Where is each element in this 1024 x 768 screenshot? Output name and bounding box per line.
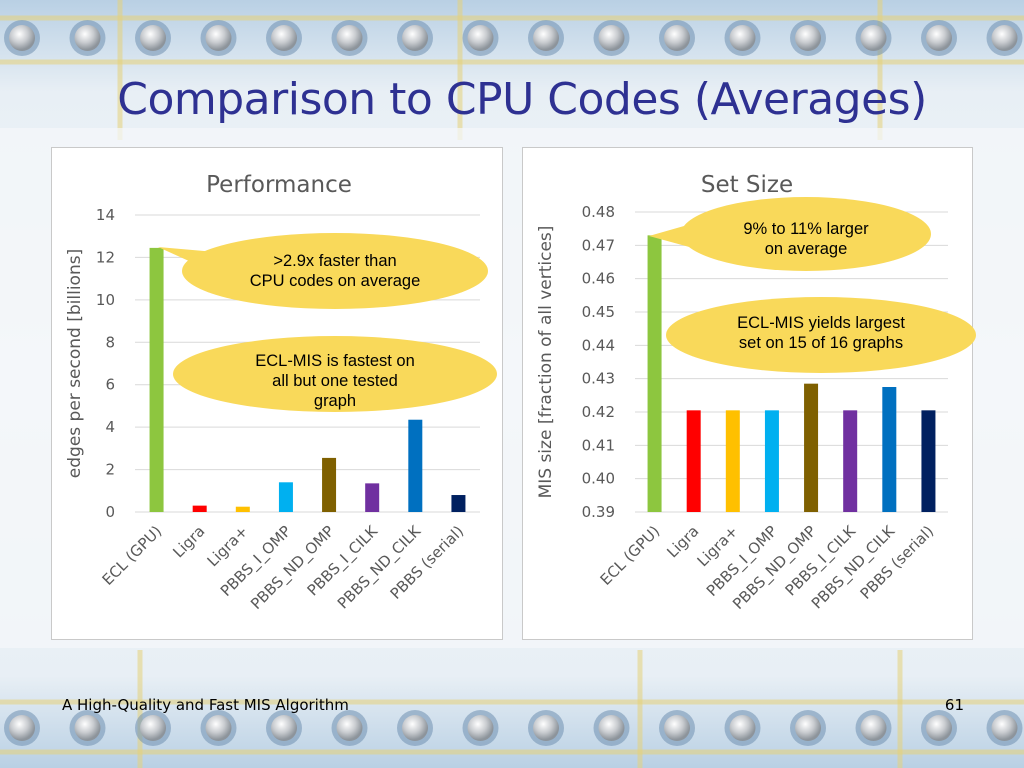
connector-hole — [336, 25, 363, 51]
callout-text: ECL-MIS is fastest on all but one tested g… — [255, 352, 415, 410]
bar-ecl-gpu- — [647, 235, 662, 512]
bar-pbbs-nd-cilk — [882, 387, 897, 512]
connector-hole — [467, 715, 494, 741]
connector-hole — [402, 25, 428, 51]
connector-hole — [664, 25, 690, 51]
y-tick-label: 0.48 — [582, 203, 615, 221]
connector-hole — [926, 715, 952, 741]
x-tick-label: Ligra — [169, 522, 208, 561]
x-tick-label: ECL (GPU) — [597, 522, 664, 589]
connector-hole — [140, 25, 166, 51]
bar-pbbs-serial- — [921, 410, 936, 512]
chart-title: Set Size — [701, 172, 793, 198]
connector-hole — [598, 25, 625, 51]
callout-bubble — [681, 197, 931, 271]
y-tick-label: 0.39 — [582, 503, 615, 521]
connector-hole — [140, 715, 166, 741]
set-size-chart-panel: Set Size 0.39 0.40 0.41 0.42 0.43 0.44 0.45 0.46… — [522, 147, 976, 640]
callout-2: ECL-MIS is fastest on all but one tested g… — [173, 336, 497, 412]
callout-1: >2.9x faster than CPU codes on average — [158, 233, 488, 309]
connector-hole — [336, 715, 363, 741]
bar-pbbs-nd-omp — [322, 457, 337, 512]
connector-hole — [926, 25, 952, 51]
callout-text: 9% to 11% larger on average — [743, 220, 869, 258]
connector-hole — [729, 25, 756, 51]
callout-bubble — [173, 336, 497, 412]
bar-ligra- — [725, 410, 740, 512]
connector-hole — [467, 25, 494, 51]
connector-hole — [9, 715, 35, 741]
connector-hole — [795, 25, 821, 51]
connector-hole — [9, 25, 35, 51]
connector-hole — [74, 715, 101, 741]
callout-bubble — [182, 233, 488, 309]
connector-hole — [271, 25, 297, 51]
callout-text: >2.9x faster than CPU codes on average — [250, 252, 421, 290]
connector-hole — [533, 25, 559, 51]
y-tick-label: 0.41 — [582, 436, 615, 454]
y-tick-label: 0.43 — [582, 370, 615, 388]
bar-ligra — [192, 505, 207, 512]
x-tick-label: ECL (GPU) — [99, 522, 166, 589]
connector-hole — [860, 25, 887, 51]
connector-hole — [795, 715, 821, 741]
y-tick-label: 0.46 — [582, 270, 615, 288]
connector-hole — [74, 25, 101, 51]
slide-title: Comparison to CPU Codes (Averages) — [117, 74, 927, 125]
callout-2: ECL-MIS yields largest set on 15 of 16 gr… — [666, 297, 976, 373]
chart-title: Performance — [206, 172, 352, 198]
connector-hole — [205, 715, 232, 741]
bar-pbbs-nd-cilk — [408, 419, 423, 512]
bar-pbbs-i-omp — [278, 482, 293, 512]
connector-hole — [729, 715, 756, 741]
connector-hole — [664, 715, 690, 741]
bar-pbbs-i-cilk — [843, 410, 858, 512]
y-tick-label: 0 — [105, 503, 115, 521]
y-axis-label: MIS size [fraction of all vertices] — [536, 226, 556, 499]
connector-hole — [402, 715, 428, 741]
page-number: 61 — [944, 696, 964, 714]
y-tick-label: 6 — [105, 376, 115, 394]
y-tick-label: 12 — [96, 248, 115, 266]
callout-text: ECL-MIS yields largest set on 15 of 16 gr… — [737, 314, 905, 352]
bar-pbbs-i-cilk — [365, 483, 380, 512]
y-tick-label: 8 — [105, 333, 115, 351]
bar-pbbs-nd-omp — [804, 383, 819, 512]
y-tick-label: 0.40 — [582, 470, 615, 488]
y-tick-label: 4 — [105, 418, 115, 436]
y-tick-label: 2 — [105, 461, 115, 479]
bar-ligra — [686, 410, 701, 512]
set-size-chart: Set Size 0.39 0.40 0.41 0.42 0.43 0.44 0.45 0.46… — [536, 172, 976, 614]
connector-hole — [991, 715, 1018, 741]
bar-ecl-gpu- — [149, 247, 164, 512]
y-tick-label: 0.44 — [582, 336, 615, 354]
y-axis-label: edges per second [billions] — [65, 249, 85, 478]
y-tick-label: 10 — [96, 291, 115, 309]
bar-pbbs-i-omp — [764, 410, 779, 512]
connector-hole — [991, 25, 1018, 51]
y-tick-label: 0.47 — [582, 236, 615, 254]
performance-chart-panel: Performance 0 2 4 6 8 10 12 14 edges per second [… — [51, 147, 503, 640]
bar-pbbs-serial- — [451, 495, 466, 512]
callout-bubble — [666, 297, 976, 373]
performance-chart: Performance 0 2 4 6 8 10 12 14 edges per second [… — [65, 172, 497, 614]
connector-hole — [860, 715, 887, 741]
callout-1: 9% to 11% larger on average — [649, 197, 931, 271]
footer-title: A High-Quality and Fast MIS Algorithm — [62, 696, 349, 714]
y-tick-label: 0.45 — [582, 303, 615, 321]
connector-hole — [598, 715, 625, 741]
connector-hole — [533, 715, 559, 741]
y-tick-label: 14 — [96, 206, 115, 224]
y-tick-label: 0.42 — [582, 403, 615, 421]
bar-ligra- — [235, 506, 250, 512]
connector-hole — [271, 715, 297, 741]
connector-hole — [205, 25, 232, 51]
